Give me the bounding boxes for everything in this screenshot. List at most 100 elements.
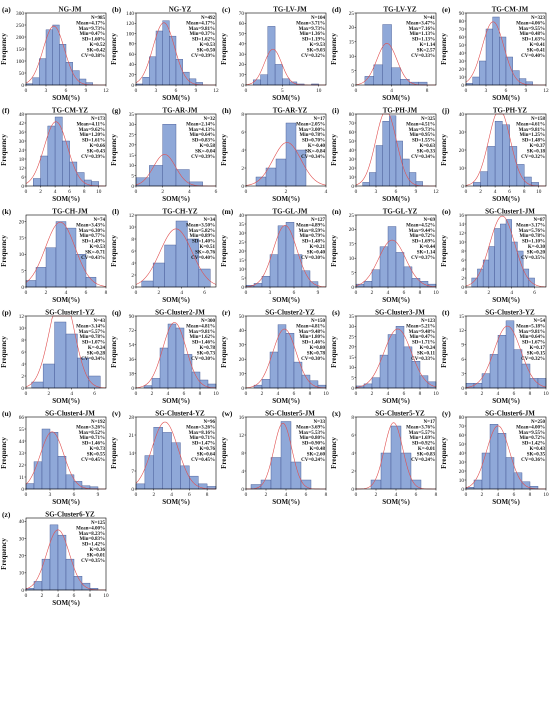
y-tick-label: 15 bbox=[239, 258, 245, 264]
histogram-panel: 0 10 20 30 40 50 60 70 80 0 2 4 6 8 10 SOM(%) Frequency (… bbox=[440, 409, 549, 506]
stat-line: SD=1.48% bbox=[302, 240, 325, 245]
histogram-panel: 0 10 20 30 40 0 2 4 6 8 10 SOM(%) Frequency (j) TG-PH-… bbox=[440, 106, 547, 203]
histogram-bar bbox=[502, 124, 510, 187]
stat-line: Max=5.82% bbox=[189, 229, 215, 234]
x-tick-label: 3 bbox=[155, 88, 158, 94]
y-axis-label: Frequency bbox=[0, 235, 8, 267]
x-tick-label: 10 bbox=[433, 290, 439, 296]
y-tick-label: 70 bbox=[459, 27, 465, 33]
x-tick-label: 9 bbox=[85, 88, 88, 94]
y-axis-label: Frequency bbox=[110, 33, 118, 65]
y-tick-label: 36 bbox=[129, 357, 135, 363]
histogram-bar bbox=[387, 226, 397, 288]
histogram-bar bbox=[280, 421, 292, 490]
stat-line: CV=0.34% bbox=[301, 155, 325, 160]
x-tick-label: 0 bbox=[355, 492, 358, 498]
stat-line: SD=1.42% bbox=[522, 442, 545, 447]
y-axis-label: Frequency bbox=[0, 437, 8, 469]
x-tick-label: 4 bbox=[510, 290, 513, 296]
panel-letter: (j) bbox=[442, 106, 450, 115]
y-axis-label: Frequency bbox=[0, 33, 8, 65]
y-tick-label: 0 bbox=[461, 386, 464, 392]
normal-fit-curve bbox=[465, 215, 547, 288]
y-tick-label: 6 bbox=[461, 258, 464, 264]
y-tick-label: 6 bbox=[131, 249, 134, 255]
y-tick-label: 20 bbox=[459, 148, 465, 154]
stat-line: SK=0.35 bbox=[527, 452, 546, 457]
histogram-panel: 0 2 4 6 8 0 2 4 SOM(%) Frequency (h) TG-AR-YZ N=17Me… bbox=[220, 106, 328, 203]
x-tick-label: 4 bbox=[387, 290, 390, 296]
histogram-bar bbox=[62, 140, 70, 187]
histogram-bar bbox=[282, 78, 290, 86]
stat-line: SK=-0.84 bbox=[305, 149, 325, 154]
y-tick-label: 40 bbox=[239, 328, 245, 334]
panel-title: TG-CM-YZ bbox=[52, 107, 88, 115]
stat-line: N=33 bbox=[314, 420, 326, 425]
x-axis-label: SOM(%) bbox=[272, 195, 300, 203]
plot-frame bbox=[245, 12, 327, 86]
panel-title: SG-Cluster2-YZ bbox=[265, 309, 315, 317]
y-tick-label: 14 bbox=[459, 222, 465, 228]
stat-line: SD=1.46% bbox=[192, 341, 215, 346]
y-tick-label: 30 bbox=[349, 157, 355, 163]
x-tick-label: 10 bbox=[96, 189, 102, 195]
histogram-bar bbox=[270, 457, 282, 490]
y-tick-label: 20 bbox=[19, 219, 25, 225]
y-tick-label: 30 bbox=[19, 536, 25, 542]
y-tick-label: 10 bbox=[129, 163, 135, 169]
y-tick-label: 30 bbox=[349, 324, 355, 330]
normal-fit-curve bbox=[245, 225, 327, 288]
normal-fit-curve bbox=[245, 142, 327, 186]
histogram-bar bbox=[33, 461, 43, 490]
histogram-bar bbox=[369, 172, 377, 187]
x-tick-label: 2 bbox=[48, 391, 51, 397]
x-axis-label: SOM(%) bbox=[162, 296, 190, 304]
y-tick-label: 40 bbox=[19, 519, 25, 525]
y-tick-label: 2 bbox=[461, 276, 464, 282]
stat-line: Mean=3.26% bbox=[186, 425, 215, 430]
stat-line: SD=0.83% bbox=[192, 139, 215, 144]
x-tick-label: 0 bbox=[355, 290, 358, 296]
histogram-bar bbox=[52, 24, 60, 86]
histogram-bar bbox=[409, 172, 417, 187]
stat-line: SD=1.49% bbox=[82, 240, 105, 245]
y-tick-label: 10 bbox=[129, 225, 135, 231]
x-axis-label: SOM(%) bbox=[382, 397, 410, 405]
y-tick-label: 35 bbox=[239, 222, 245, 228]
histogram-bar bbox=[511, 241, 518, 288]
x-tick-label: 6 bbox=[93, 391, 96, 397]
stat-line: Mean=4.81% bbox=[186, 324, 215, 329]
y-tick-label: 0 bbox=[21, 285, 24, 291]
panel-title: TG-AR-JM bbox=[163, 107, 198, 115]
x-tick-label: 8 bbox=[83, 189, 86, 195]
y-tick-label: 5 bbox=[351, 68, 354, 74]
stat-line: N=43 bbox=[94, 319, 106, 324]
histogram-bar bbox=[362, 182, 370, 187]
stat-line: K=0.48 bbox=[310, 447, 326, 452]
histogram-bar bbox=[499, 36, 507, 86]
stat-line: Max=5.76% bbox=[519, 229, 545, 234]
y-axis-label: Frequency bbox=[110, 134, 118, 166]
panel-title: TG-CH-JM bbox=[52, 208, 88, 216]
histogram-bar bbox=[152, 262, 165, 288]
x-tick-label: 4 bbox=[70, 391, 73, 397]
y-tick-label: 42 bbox=[19, 121, 25, 127]
y-axis-label: Frequency bbox=[110, 336, 118, 368]
y-tick-label: 0 bbox=[351, 184, 354, 190]
x-tick-label: 6 bbox=[513, 391, 516, 397]
stat-line: Min=1.13% bbox=[410, 32, 436, 37]
y-tick-label: 0 bbox=[461, 184, 464, 190]
y-tick-label: 9 bbox=[461, 343, 464, 349]
x-tick-label: 2 bbox=[285, 189, 288, 195]
y-axis-label: Frequency bbox=[220, 336, 228, 368]
histogram-bar bbox=[497, 433, 507, 490]
histogram-bar bbox=[65, 333, 78, 389]
y-tick-label: 40 bbox=[459, 112, 465, 118]
x-tick-label: 0 bbox=[135, 492, 138, 498]
stat-line: Max=4.13% bbox=[189, 128, 215, 133]
stat-line: Max=9.62% bbox=[79, 128, 105, 133]
x-tick-label: 2 bbox=[371, 290, 374, 296]
x-axis-label: SOM(%) bbox=[162, 195, 190, 203]
x-tick-label: 4 bbox=[54, 189, 57, 195]
y-tick-label: 0 bbox=[461, 487, 464, 493]
